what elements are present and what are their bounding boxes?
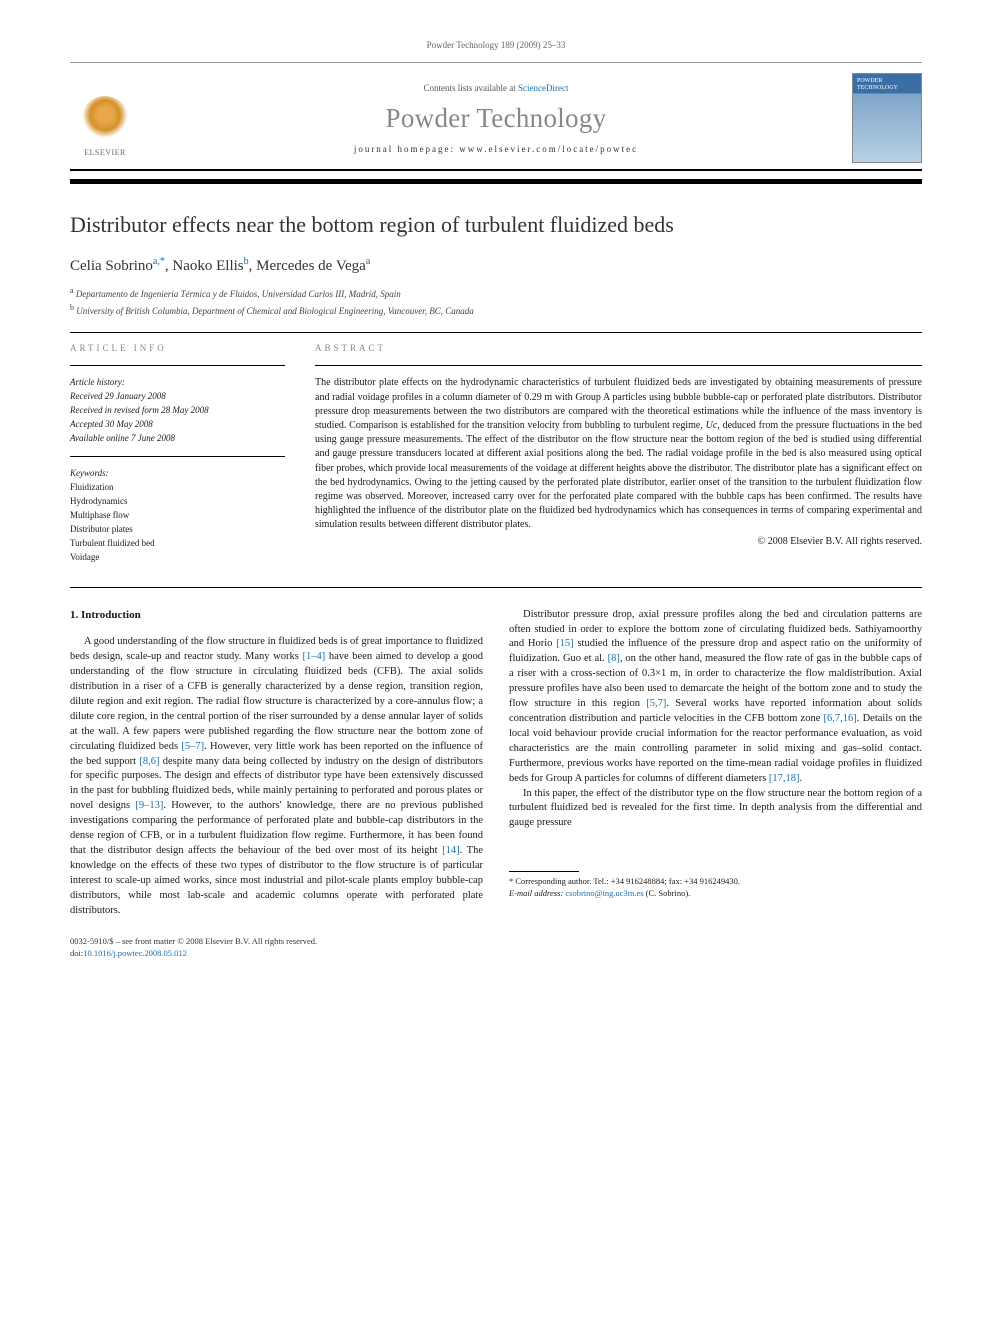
article-info-label: ARTICLE INFO: [70, 343, 285, 353]
publisher-logo-block: ELSEVIER: [70, 79, 140, 157]
ref-9-13[interactable]: [9–13]: [135, 800, 163, 811]
banner-center: Contents lists available at ScienceDirec…: [140, 83, 852, 154]
keyword-1: Fluidization: [70, 481, 285, 495]
col2-p2f: .: [800, 773, 803, 784]
ref-17-18[interactable]: [17,18]: [769, 773, 800, 784]
ref-5-7b[interactable]: [5,7]: [646, 698, 666, 709]
article-history: Article history: Received 29 January 200…: [70, 376, 285, 446]
ref-15[interactable]: [15]: [556, 638, 574, 649]
banner-divider: [70, 179, 922, 184]
ref-1-4[interactable]: [1–4]: [302, 651, 325, 662]
affiliation-b: b University of British Columbia, Depart…: [70, 302, 922, 319]
article-info-column: ARTICLE INFO Article history: Received 2…: [70, 343, 285, 564]
affiliations: a Departamento de Ingeniería Térmica y d…: [70, 285, 922, 318]
keywords-block: Keywords: Fluidization Hydrodynamics Mul…: [70, 467, 285, 565]
copyright-line: © 2008 Elsevier B.V. All rights reserved…: [315, 536, 922, 547]
homepage-prefix: journal homepage:: [354, 144, 459, 154]
intro-p1b: have been aimed to develop a good unders…: [70, 651, 483, 751]
ref-14[interactable]: [14]: [442, 845, 460, 856]
email-label: E-mail address:: [509, 888, 565, 898]
keyword-3: Multiphase flow: [70, 509, 285, 523]
email-line: E-mail address: csobrino@ing.uc3m.es (C.…: [509, 888, 922, 900]
keyword-4: Distributor plates: [70, 523, 285, 537]
page-container: Powder Technology 189 (2009) 25–33 ELSEV…: [0, 0, 992, 990]
abstract-label: ABSTRACT: [315, 343, 922, 353]
article-title: Distributor effects near the bottom regi…: [70, 212, 922, 238]
author-2-aff: b: [244, 256, 249, 267]
history-revised: Received in revised form 28 May 2008: [70, 404, 285, 418]
journal-reference: Powder Technology 189 (2009) 25–33: [70, 40, 922, 50]
abstract-part2: , deduced from the pressure fluctuations…: [315, 420, 922, 530]
journal-title: Powder Technology: [140, 103, 852, 134]
contents-prefix: Contents lists available at: [424, 83, 518, 93]
history-online: Available online 7 June 2008: [70, 432, 285, 446]
info-rule-1: [70, 365, 285, 366]
email-suffix: (C. Sobrino).: [644, 888, 691, 898]
author-3-aff: a: [366, 256, 370, 267]
elsevier-tree-icon: [81, 96, 129, 144]
intro-paragraph-3: In this paper, the effect of the distrib…: [509, 787, 922, 832]
ref-6-7-16[interactable]: [6,7,16]: [824, 713, 857, 724]
ref-8-6[interactable]: [8,6]: [139, 756, 159, 767]
email-link[interactable]: csobrino@ing.uc3m.es: [565, 888, 643, 898]
authors-line: Celia Sobrinoa,*, Naoko Ellisb, Mercedes…: [70, 256, 922, 275]
abstract-rule: [315, 365, 922, 366]
journal-banner: ELSEVIER Contents lists available at Sci…: [70, 62, 922, 171]
author-3: Mercedes de Vega: [256, 258, 366, 274]
author-1: Celia Sobrino: [70, 258, 153, 274]
issn-line: 0032-5910/$ – see front matter © 2008 El…: [70, 936, 922, 948]
body-top-rule: [70, 587, 922, 588]
affiliation-b-text: University of British Columbia, Departme…: [76, 306, 473, 316]
page-footer: 0032-5910/$ – see front matter © 2008 El…: [70, 936, 922, 960]
corr-author-line: * Corresponding author. Tel.: +34 916248…: [509, 876, 922, 888]
author-1-corr-star: *: [160, 256, 165, 267]
affiliation-a: a Departamento de Ingeniería Térmica y d…: [70, 285, 922, 302]
info-top-rule: [70, 332, 922, 333]
history-accepted: Accepted 30 May 2008: [70, 418, 285, 432]
abstract-uc-symbol: Uc: [706, 420, 718, 431]
sciencedirect-link[interactable]: ScienceDirect: [518, 83, 568, 93]
ref-8[interactable]: [8]: [608, 653, 620, 664]
info-abstract-row: ARTICLE INFO Article history: Received 2…: [70, 343, 922, 564]
keywords-label: Keywords:: [70, 467, 285, 481]
author-1-aff: a,: [153, 256, 160, 267]
footnote-separator: [509, 871, 579, 872]
author-2: Naoko Ellis: [172, 258, 243, 274]
homepage-line: journal homepage: www.elsevier.com/locat…: [140, 144, 852, 154]
section-1-heading: 1. Introduction: [70, 608, 483, 624]
journal-cover-thumbnail: POWDER TECHNOLOGY: [852, 73, 922, 163]
history-label: Article history:: [70, 376, 285, 390]
intro-paragraph-2: Distributor pressure drop, axial pressur…: [509, 608, 922, 787]
intro-paragraph-1: A good understanding of the flow structu…: [70, 635, 483, 918]
homepage-url: www.elsevier.com/locate/powtec: [459, 144, 638, 154]
doi-line: doi:10.1016/j.powtec.2008.05.012: [70, 948, 922, 960]
history-received: Received 29 January 2008: [70, 390, 285, 404]
ref-5-7[interactable]: [5–7]: [181, 741, 204, 752]
publisher-label: ELSEVIER: [84, 148, 126, 157]
cover-label: POWDER TECHNOLOGY: [857, 78, 921, 91]
body-text-columns: 1. Introduction A good understanding of …: [70, 608, 922, 919]
keyword-5: Turbulent fluidized bed: [70, 537, 285, 551]
contents-line: Contents lists available at ScienceDirec…: [140, 83, 852, 93]
doi-label: doi:: [70, 948, 83, 958]
abstract-text: The distributor plate effects on the hyd…: [315, 376, 922, 532]
abstract-column: ABSTRACT The distributor plate effects o…: [315, 343, 922, 564]
affiliation-a-text: Departamento de Ingeniería Térmica y de …: [76, 289, 401, 299]
keyword-6: Voidage: [70, 551, 285, 565]
corresponding-author-footnote: * Corresponding author. Tel.: +34 916248…: [509, 876, 922, 900]
col2-p1a: that the distributor design affects the …: [70, 845, 442, 856]
doi-link[interactable]: 10.1016/j.powtec.2008.05.012: [83, 948, 187, 958]
keyword-2: Hydrodynamics: [70, 495, 285, 509]
info-rule-2: [70, 456, 285, 457]
